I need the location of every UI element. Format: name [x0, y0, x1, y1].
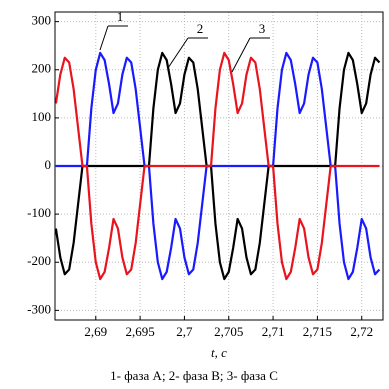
y-tick-label: -200 — [27, 253, 51, 268]
annotation-leader — [167, 37, 189, 69]
series-line — [54, 51, 380, 281]
annotation-leader — [99, 25, 109, 51]
series-line — [54, 51, 381, 281]
series-line — [55, 51, 381, 281]
x-tick-label: 2,695 — [125, 324, 154, 339]
annotation: 1 — [117, 9, 124, 24]
x-axis-label: t, c — [211, 345, 227, 360]
annotation: 2 — [197, 21, 204, 36]
x-tick-label: 2,7 — [176, 324, 193, 339]
x-tick-label: 2,715 — [303, 324, 332, 339]
x-tick-label: 2,705 — [214, 324, 243, 339]
caption: 1- фаза A; 2- фаза B; 3- фаза C — [110, 368, 278, 383]
y-tick-label: 100 — [32, 109, 52, 124]
annotation-leader — [231, 37, 251, 73]
x-tick-label: 2,71 — [262, 324, 285, 339]
y-tick-label: 0 — [45, 157, 52, 172]
y-tick-label: -100 — [27, 205, 51, 220]
x-tick-label: 2,72 — [350, 324, 373, 339]
y-tick-label: 200 — [32, 61, 52, 76]
y-tick-label: 300 — [32, 13, 52, 28]
annotation: 3 — [259, 21, 266, 36]
y-tick-label: -300 — [27, 301, 51, 316]
plot-frame — [54, 11, 384, 321]
x-tick-label: 2,69 — [84, 324, 107, 339]
